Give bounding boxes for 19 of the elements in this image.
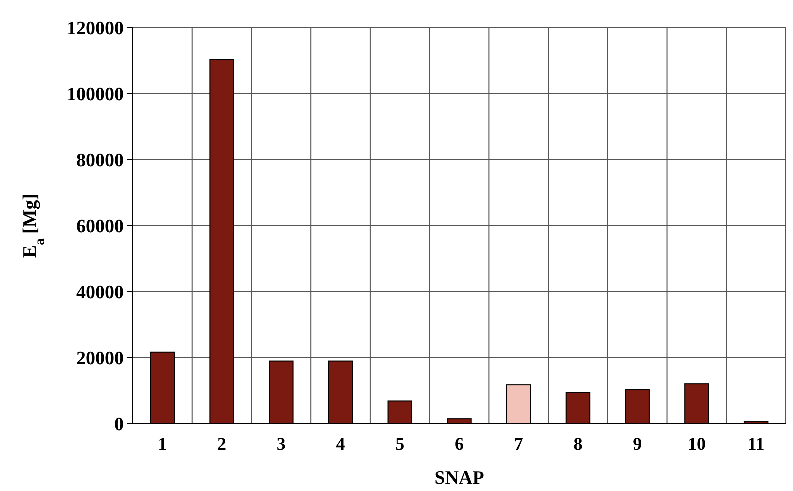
y-tick-label: 80000 xyxy=(76,150,124,172)
x-tick-label: 3 xyxy=(276,434,286,454)
x-tick-label: 1 xyxy=(158,434,168,454)
y-tick-label: 0 xyxy=(114,414,124,436)
x-tick-label: 7 xyxy=(514,434,524,454)
y-tick-label: 120000 xyxy=(67,18,124,40)
x-tick-label: 2 xyxy=(218,434,227,454)
x-tick-label: 8 xyxy=(574,434,583,454)
x-tick-label: 10 xyxy=(688,434,706,454)
x-tick-label: 9 xyxy=(633,434,642,454)
x-tick-label: 11 xyxy=(748,434,765,454)
x-tick-label: 5 xyxy=(396,434,405,454)
x-tick-label: 4 xyxy=(336,434,346,454)
x-tick-label: 6 xyxy=(455,434,464,454)
y-tick-label: 60000 xyxy=(76,216,124,238)
y-tick-label: 100000 xyxy=(67,84,124,106)
y-tick-label: 20000 xyxy=(76,348,124,370)
y-tick-label: 40000 xyxy=(76,282,124,304)
x-axis-title: SNAP xyxy=(434,468,485,489)
